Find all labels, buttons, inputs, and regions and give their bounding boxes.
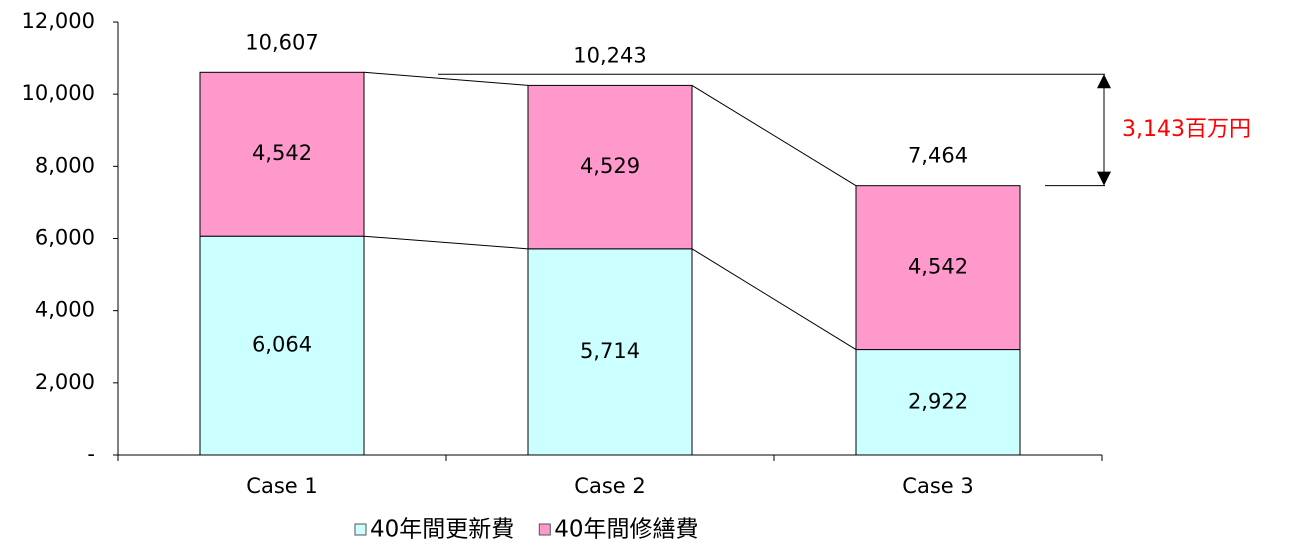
y-tick-label: 2,000: [35, 370, 95, 394]
bar-segment: [527, 248, 693, 456]
connector: [691, 84, 857, 187]
y-tick-label: 8,000: [35, 153, 95, 177]
arrow-head: [1097, 74, 1111, 89]
legend-swatch: [354, 523, 367, 536]
arrow-head: [1097, 171, 1111, 186]
legend-label: 40年間更新費: [370, 517, 514, 543]
data-label: 2,922: [908, 389, 968, 413]
x-tick-label: Case 2: [574, 474, 645, 498]
data-label: 4,542: [252, 141, 312, 165]
data-label: 4,529: [580, 154, 640, 178]
y-tick-label: 12,000: [22, 9, 95, 33]
connector: [363, 71, 529, 86]
x-tick-label: Case 3: [902, 474, 973, 498]
legend-swatch: [538, 523, 551, 536]
annotation: 3,143百万円: [1122, 117, 1251, 142]
total-label: 10,243: [573, 43, 646, 67]
legend-label: 40年間修繕費: [554, 517, 698, 543]
y-tick-label: -: [87, 442, 95, 466]
connector: [691, 248, 857, 350]
bar-segment: [199, 235, 365, 456]
connector: [363, 235, 529, 250]
total-label: 10,607: [245, 30, 318, 54]
data-label: 5,714: [580, 339, 640, 363]
bar-segment: [199, 71, 365, 237]
y-tick-label: 4,000: [35, 298, 95, 322]
x-tick-label: Case 1: [246, 474, 317, 498]
data-label: 6,064: [252, 333, 312, 357]
y-tick-label: 10,000: [22, 81, 95, 105]
bar-segment: [855, 349, 1021, 456]
bar-segment: [855, 185, 1021, 351]
total-label: 7,464: [908, 144, 968, 168]
bar-segment: [527, 84, 693, 250]
y-tick-label: 6,000: [35, 226, 95, 250]
data-label: 4,542: [908, 255, 968, 279]
